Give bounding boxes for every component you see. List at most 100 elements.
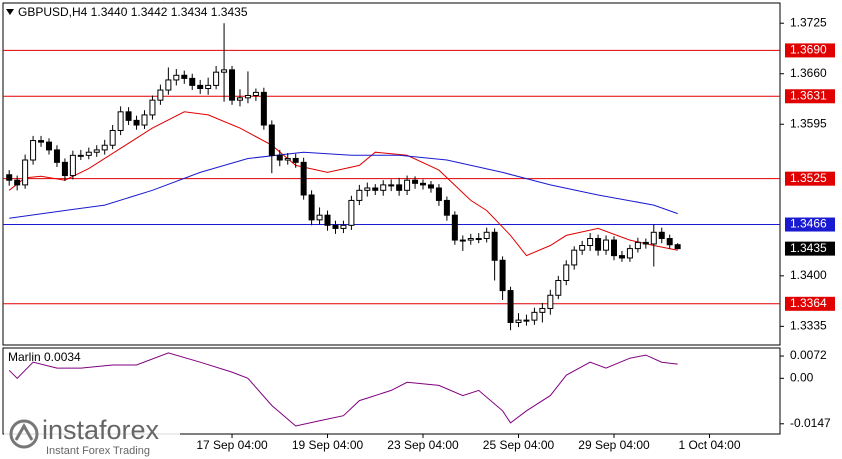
candle-body: [579, 245, 586, 251]
candle-body: [252, 91, 259, 96]
candle-body: [364, 187, 371, 191]
candle-body: [539, 307, 546, 313]
candle-body: [157, 89, 164, 101]
level-label-box: [785, 217, 835, 232]
candle-body: [308, 194, 315, 221]
candle-body: [268, 124, 275, 156]
candle-body: [30, 140, 37, 161]
candle-body: [125, 111, 132, 121]
level-label-box: [785, 171, 835, 186]
candle-body: [475, 238, 482, 241]
candle-body: [348, 199, 355, 226]
candle-body: [173, 74, 180, 81]
candle-body: [435, 187, 442, 201]
last-price-box: [785, 241, 835, 256]
indicator-title: Marlin 0.0034: [8, 350, 81, 364]
candle-body: [229, 69, 236, 101]
candle-body: [77, 154, 84, 157]
candle-body: [547, 294, 554, 309]
candle-body: [45, 141, 52, 151]
y-tick-label: 1.3595: [790, 116, 827, 130]
candle-body: [284, 157, 291, 161]
candle-body: [555, 279, 562, 296]
candle-body: [650, 231, 657, 245]
candle-body: [316, 214, 323, 221]
candle-body: [626, 248, 633, 259]
candle-body: [563, 264, 570, 281]
y-tick-label: 0.0072: [790, 348, 827, 362]
level-label: 1.3466: [790, 217, 827, 231]
candle-body: [483, 231, 490, 240]
watermark-icon-mark: [14, 422, 34, 441]
candle-body: [388, 184, 395, 187]
plot: [3, 23, 780, 331]
level-label-box: [785, 89, 835, 104]
moving-average: [9, 151, 678, 219]
candle-body: [22, 159, 29, 186]
candle-body: [340, 224, 347, 229]
candle-body: [420, 182, 427, 186]
candle-body: [618, 255, 625, 259]
candle-body: [491, 231, 498, 261]
candle-body: [149, 99, 156, 116]
level-label: 1.3364: [790, 296, 827, 310]
watermark-brand: instaforex: [42, 415, 160, 445]
candle-body: [611, 239, 618, 257]
x-tick-label: 1 Oct 04:00: [678, 438, 740, 452]
candle-body: [205, 84, 212, 89]
candle-body: [197, 84, 204, 89]
candle-body: [372, 187, 379, 191]
candle-body: [380, 184, 387, 191]
candle-body: [531, 311, 538, 321]
candle-body: [451, 214, 458, 241]
candle-body: [427, 184, 434, 189]
watermark-tagline: Instant Forex Trading: [46, 445, 150, 457]
candle-body: [595, 238, 602, 251]
y-tick-label: 1.3660: [790, 66, 827, 80]
candle-body: [523, 319, 530, 322]
candle-body: [587, 238, 594, 247]
level-label: 1.3631: [790, 88, 827, 102]
y-tick-label: -0.0147: [790, 416, 831, 430]
indicator-line: [8, 352, 678, 427]
candle-body: [571, 249, 578, 266]
candle-body: [507, 290, 514, 323]
candle-body: [61, 161, 68, 177]
x-tick-label: 25 Sep 04:00: [483, 438, 555, 452]
y-tick-label: 1.3400: [790, 268, 827, 282]
candle-body: [38, 140, 45, 143]
x-tick-label: 29 Sep 04:00: [578, 438, 650, 452]
candle-body: [53, 149, 60, 163]
candle-body: [117, 111, 124, 131]
candle-body: [101, 144, 108, 151]
watermark-bg: [4, 413, 180, 459]
candle-body: [499, 259, 506, 292]
x-tick-label: 19 Sep 04:00: [292, 438, 364, 452]
candle-body: [260, 91, 267, 126]
chart-title: GBPUSD,H4 1.3440 1.3442 1.3434 1.3435: [18, 5, 248, 19]
candle-body: [221, 69, 228, 73]
y-tick-label: 0.00: [790, 370, 814, 384]
candle-body: [674, 244, 681, 250]
candle-body: [109, 129, 116, 146]
candle-body: [603, 239, 610, 251]
candle-body: [443, 199, 450, 216]
menu-arrow: [6, 9, 14, 15]
candle-body: [165, 79, 172, 91]
y-tick-label: 1.3725: [790, 15, 827, 29]
candle-body: [332, 224, 339, 229]
candle-body: [189, 77, 196, 86]
level-label-box: [785, 43, 835, 58]
candle-body: [324, 214, 331, 226]
candle-body: [181, 74, 188, 79]
candle-body: [515, 319, 522, 323]
candle-body: [666, 238, 673, 246]
x-tick-label: 23 Sep 04:00: [387, 438, 459, 452]
moving-average: [8, 111, 678, 257]
candle-body: [356, 189, 363, 201]
candle-body: [14, 179, 21, 186]
candle-body: [292, 157, 299, 163]
candle-body: [6, 174, 13, 181]
